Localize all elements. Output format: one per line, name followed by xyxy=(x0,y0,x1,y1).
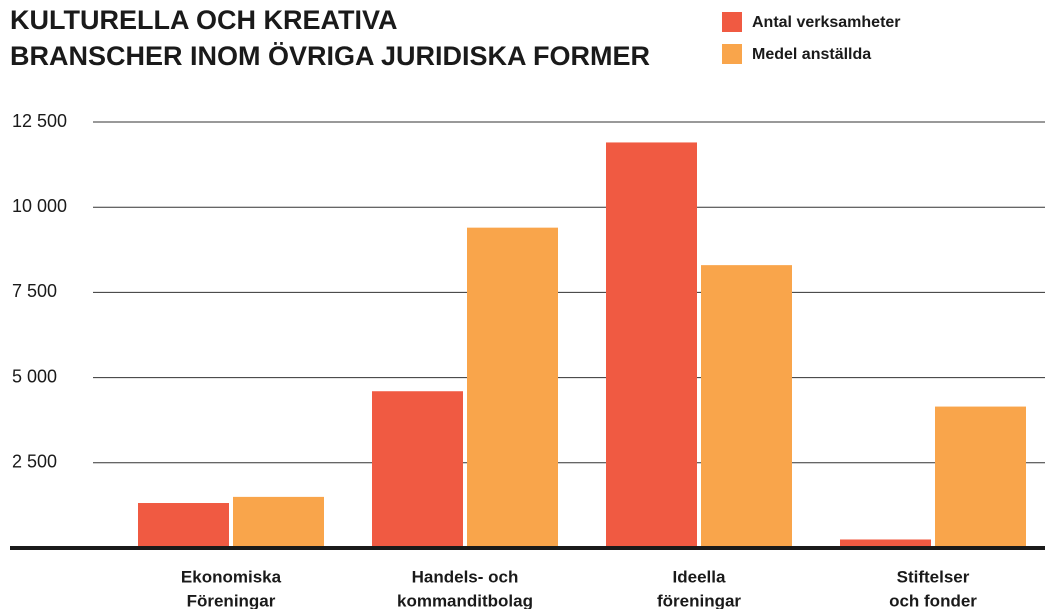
y-tick-label: 12 500 xyxy=(12,111,67,131)
x-tick-label: kommanditbolag xyxy=(397,591,533,609)
x-tick-label: Ekonomiska xyxy=(181,567,282,586)
y-tick-label: 2 500 xyxy=(12,452,57,472)
bar xyxy=(701,265,792,548)
chart-title: BRANSCHER INOM ÖVRIGA JURIDISKA FORMER xyxy=(10,41,650,71)
bar xyxy=(467,227,558,548)
bar xyxy=(233,496,324,548)
bar xyxy=(840,539,931,548)
x-tick-label: och fonder xyxy=(889,591,977,609)
x-tick-label: Föreningar xyxy=(187,591,276,609)
x-tick-label: Stiftelser xyxy=(897,567,970,586)
y-tick-label: 10 000 xyxy=(12,196,67,216)
bar xyxy=(935,406,1026,548)
y-tick-label: 5 000 xyxy=(12,366,57,386)
legend-label: Medel anställda xyxy=(752,46,871,63)
x-tick-label: föreningar xyxy=(657,591,741,609)
bar xyxy=(138,503,229,548)
legend-swatch xyxy=(722,44,742,64)
x-tick-label: Handels- och xyxy=(412,567,519,586)
x-tick-label: Ideella xyxy=(673,567,726,586)
chart-title: KULTURELLA OCH KREATIVA xyxy=(10,5,397,35)
legend-label: Antal verksamheter xyxy=(752,14,901,31)
y-tick-label: 7 500 xyxy=(12,281,57,301)
bar xyxy=(606,142,697,548)
legend-swatch xyxy=(722,12,742,32)
bar xyxy=(372,391,463,548)
